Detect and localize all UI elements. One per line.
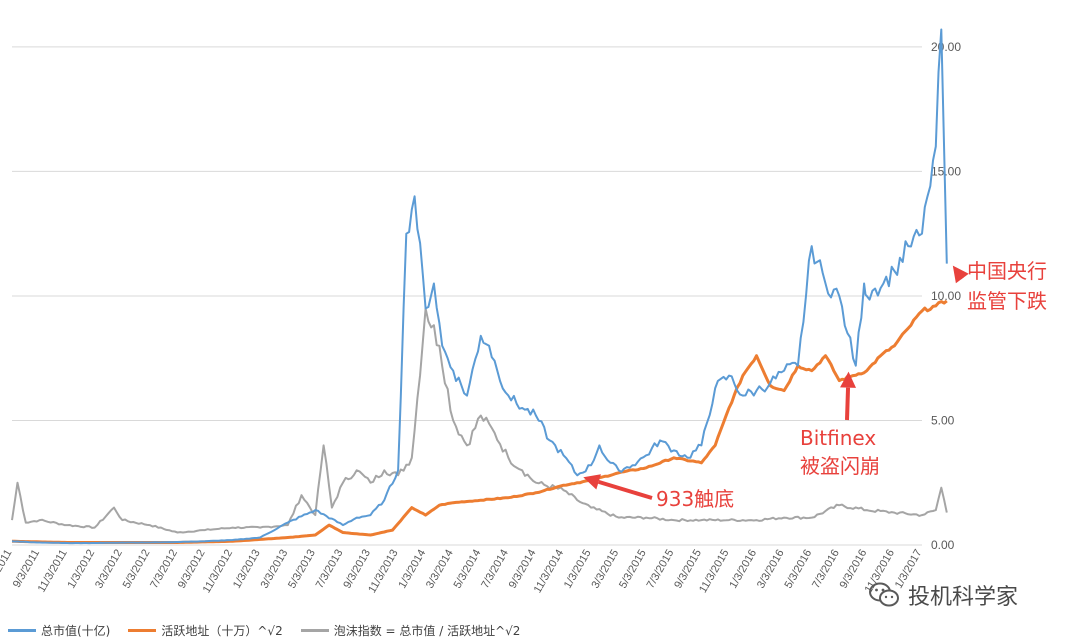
y-tick-label: 0.00 [931, 538, 955, 552]
annotation-pbc-text: 中国央行 [967, 259, 1047, 283]
watermark: 投机科学家 [868, 578, 1068, 612]
y-tick-label: 15.00 [931, 164, 961, 178]
gridlines [12, 46, 922, 546]
legend-label: 泡沫指数 = 总市值 / 活跃地址^√2 [333, 623, 521, 638]
legend-item-bubble-index: 泡沫指数 = 总市值 / 活跃地址^√2 [300, 622, 521, 639]
y-axis-ticks: 0.00 5.00 10.00 15.00 20.00 [931, 40, 961, 552]
legend-label: 活跃地址（十万）^√2 [161, 623, 283, 638]
arrow-bitfinex [840, 371, 857, 421]
legend-item-active-addresses: 活跃地址（十万）^√2 [128, 622, 283, 639]
legend-label: 总市值(十亿) [41, 623, 111, 638]
chart: 0.00 5.00 10.00 15.00 20.00 7/3/20119/3/2011… [0, 28, 1047, 596]
wechat-icon [869, 582, 899, 607]
legend-swatch [128, 628, 157, 632]
series-lines [11, 28, 948, 545]
series-line-1 [12, 299, 948, 544]
arrow-pbc [952, 265, 969, 284]
legend-swatch [300, 628, 329, 632]
legend-swatch [8, 628, 36, 632]
legend: 总市值(十亿) 活跃地址（十万）^√2 泡沫指数 = 总市值 / 活跃地址^√2 [8, 620, 520, 640]
annotation-bitfinex-text: Bitfinex [800, 426, 876, 450]
series-line-0 [11, 28, 948, 545]
legend-item-market-cap: 总市值(十亿) [8, 622, 110, 639]
annotation-933-text: 933触底 [656, 487, 734, 511]
y-tick-label: 20.00 [931, 40, 961, 54]
x-axis-ticks: 7/3/20119/3/201111/3/20111/3/20123/3/201… [0, 548, 925, 596]
y-tick-label: 5.00 [931, 413, 955, 427]
annotation-pbc-text: 监管下跌 [967, 289, 1047, 313]
watermark-text: 投机科学家 [908, 585, 1019, 610]
y-tick-label: 10.00 [931, 289, 961, 303]
series-line-2 [11, 307, 948, 534]
arrow-933 [583, 474, 653, 500]
annotation-bitfinex-text: 被盗闪崩 [800, 454, 880, 478]
